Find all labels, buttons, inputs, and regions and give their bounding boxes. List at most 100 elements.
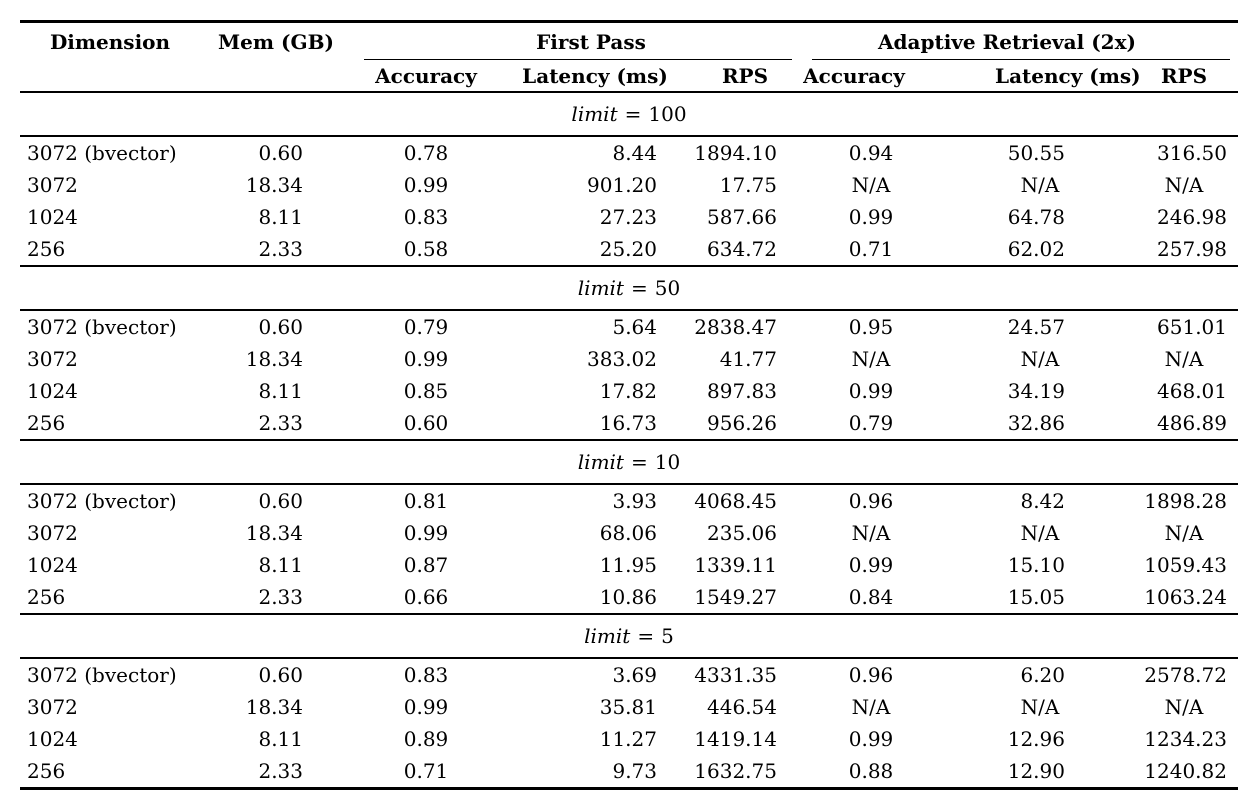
table-row: 3072 18.34 0.99 383.02 41.77 N/A N/A N/A <box>20 343 1238 375</box>
cell-mem-gb: 18.34 <box>245 347 303 371</box>
table-row: 1024 8.11 0.85 17.82 897.83 0.99 34.19 4… <box>20 375 1238 407</box>
cell-first-pass-accuracy: 0.99 <box>403 347 449 371</box>
cell-adaptive-rps: 468.01 <box>1157 379 1227 403</box>
subheader-fp-rps: RPS <box>690 60 800 93</box>
cell-first-pass-latency: 16.73 <box>500 407 690 441</box>
cell-adaptive-accuracy: N/A <box>851 173 891 197</box>
cell-adaptive-accuracy: 0.96 <box>848 663 894 687</box>
limit-equals: = <box>624 102 642 126</box>
table-row: 3072 (bvector) 0.60 0.81 3.93 4068.45 0.… <box>20 484 1238 517</box>
table-row: 1024 8.11 0.87 11.95 1339.11 0.99 15.10 … <box>20 549 1238 581</box>
cell-adaptive-accuracy: 0.94 <box>848 141 894 165</box>
cell-first-pass-rps: 41.77 <box>719 347 777 371</box>
table-row: 256 2.33 0.60 16.73 956.26 0.79 32.86 48… <box>20 407 1238 441</box>
cell-adaptive-accuracy: 0.95 <box>848 315 894 339</box>
cell-dimension: 256 <box>20 581 200 615</box>
cell-mem-gb: 0.60 <box>258 489 303 513</box>
cell-adaptive-rps: 257.98 <box>1085 233 1238 267</box>
cell-adaptive-rps: 1240.82 <box>1085 755 1238 790</box>
cell-mem-gb: 8.11 <box>258 553 303 577</box>
cell-adaptive-rps: N/A <box>1164 695 1204 719</box>
cell-first-pass-accuracy: 0.78 <box>403 141 449 165</box>
limit-value: 10 <box>654 450 681 474</box>
limit-equals: = <box>637 624 655 648</box>
cell-adaptive-rps: 2578.72 <box>1144 663 1227 687</box>
cell-first-pass-accuracy: 0.58 <box>352 233 500 267</box>
subheader-ar-rps: RPS <box>1085 60 1238 93</box>
table-row: 3072 (bvector) 0.60 0.83 3.69 4331.35 0.… <box>20 658 1238 691</box>
cell-first-pass-accuracy: 0.60 <box>352 407 500 441</box>
limit-equals: = <box>630 450 648 474</box>
cell-mem-gb: 8.11 <box>258 727 303 751</box>
cell-first-pass-rps: 446.54 <box>707 695 777 719</box>
cell-adaptive-latency: 34.19 <box>1007 379 1065 403</box>
cell-adaptive-latency: 15.10 <box>1007 553 1065 577</box>
cell-mem-gb: 2.33 <box>200 407 352 441</box>
cell-dimension: 256 <box>20 233 200 267</box>
cell-first-pass-latency: 11.95 <box>599 553 657 577</box>
subheader-fp-accuracy: Accuracy <box>352 60 500 93</box>
table-row: 1024 8.11 0.83 27.23 587.66 0.99 64.78 2… <box>20 201 1238 233</box>
cell-first-pass-latency: 3.69 <box>612 663 657 687</box>
subheader-fp-latency: Latency (ms) <box>500 60 690 93</box>
cell-first-pass-latency: 17.82 <box>599 379 657 403</box>
cell-first-pass-rps: 897.83 <box>707 379 777 403</box>
cell-first-pass-rps: 4331.35 <box>694 663 777 687</box>
cell-first-pass-accuracy: 0.99 <box>403 521 449 545</box>
cell-first-pass-rps: 17.75 <box>719 173 777 197</box>
table-row: 3072 18.34 0.99 35.81 446.54 N/A N/A N/A <box>20 691 1238 723</box>
section-limit-label: limit = 50 <box>20 266 1238 311</box>
cell-adaptive-latency: 50.55 <box>1007 141 1065 165</box>
cell-adaptive-rps: 1234.23 <box>1144 727 1227 751</box>
limit-value: 50 <box>654 276 681 300</box>
cell-adaptive-accuracy: 0.99 <box>848 205 894 229</box>
cell-mem-gb: 0.60 <box>258 663 303 687</box>
table-row: 256 2.33 0.66 10.86 1549.27 0.84 15.05 1… <box>20 581 1238 615</box>
cell-adaptive-rps: 1063.24 <box>1085 581 1238 615</box>
cell-adaptive-rps: 246.98 <box>1157 205 1227 229</box>
cell-first-pass-accuracy: 0.83 <box>403 663 449 687</box>
column-header-dimension: Dimension <box>49 29 171 54</box>
limit-equals: = <box>630 276 648 300</box>
cell-first-pass-latency: 9.73 <box>500 755 690 790</box>
cell-mem-gb: 8.11 <box>258 379 303 403</box>
cell-dimension: 1024 <box>27 379 78 403</box>
cell-mem-gb: 2.33 <box>200 581 352 615</box>
cell-first-pass-rps: 1339.11 <box>694 553 777 577</box>
table-row: 256 2.33 0.58 25.20 634.72 0.71 62.02 25… <box>20 233 1238 267</box>
cell-first-pass-rps: 634.72 <box>690 233 800 267</box>
section-limit-label: limit = 100 <box>20 92 1238 137</box>
cell-first-pass-latency: 3.93 <box>612 489 657 513</box>
column-header-mem: Mem (GB) <box>218 29 334 54</box>
cell-dimension: 1024 <box>27 205 78 229</box>
section-limit-label: limit = 10 <box>20 440 1238 485</box>
limit-variable: limit <box>577 276 624 300</box>
cell-dimension: 3072 (bvector) <box>27 315 177 339</box>
cell-dimension: 1024 <box>27 553 78 577</box>
cell-first-pass-accuracy: 0.81 <box>403 489 449 513</box>
cell-first-pass-latency: 10.86 <box>500 581 690 615</box>
cell-first-pass-rps: 235.06 <box>707 521 777 545</box>
cell-dimension: 3072 (bvector) <box>27 663 177 687</box>
cell-adaptive-latency: 32.86 <box>925 407 1085 441</box>
table-row: 3072 (bvector) 0.60 0.79 5.64 2838.47 0.… <box>20 310 1238 343</box>
table-row: 3072 18.34 0.99 68.06 235.06 N/A N/A N/A <box>20 517 1238 549</box>
cell-first-pass-latency: 35.81 <box>599 695 657 719</box>
cell-first-pass-latency: 27.23 <box>599 205 657 229</box>
cell-first-pass-rps: 2838.47 <box>694 315 777 339</box>
cell-adaptive-rps: N/A <box>1164 173 1204 197</box>
cell-first-pass-rps: 1549.27 <box>690 581 800 615</box>
benchmark-table: Dimension Mem (GB) First Pass Adaptive R… <box>20 20 1238 790</box>
cell-adaptive-rps: 486.89 <box>1085 407 1238 441</box>
cell-adaptive-accuracy: 0.99 <box>848 727 894 751</box>
cell-first-pass-latency: 68.06 <box>599 521 657 545</box>
cell-first-pass-accuracy: 0.79 <box>403 315 449 339</box>
cell-mem-gb: 18.34 <box>245 695 303 719</box>
cell-first-pass-latency: 5.64 <box>612 315 657 339</box>
cell-adaptive-rps: N/A <box>1164 347 1204 371</box>
table-row: 3072 18.34 0.99 901.20 17.75 N/A N/A N/A <box>20 169 1238 201</box>
cell-dimension: 256 <box>20 407 200 441</box>
cell-adaptive-accuracy: 0.88 <box>800 755 925 790</box>
cell-adaptive-accuracy: N/A <box>851 521 891 545</box>
section-header-row: limit = 10 <box>20 440 1238 485</box>
